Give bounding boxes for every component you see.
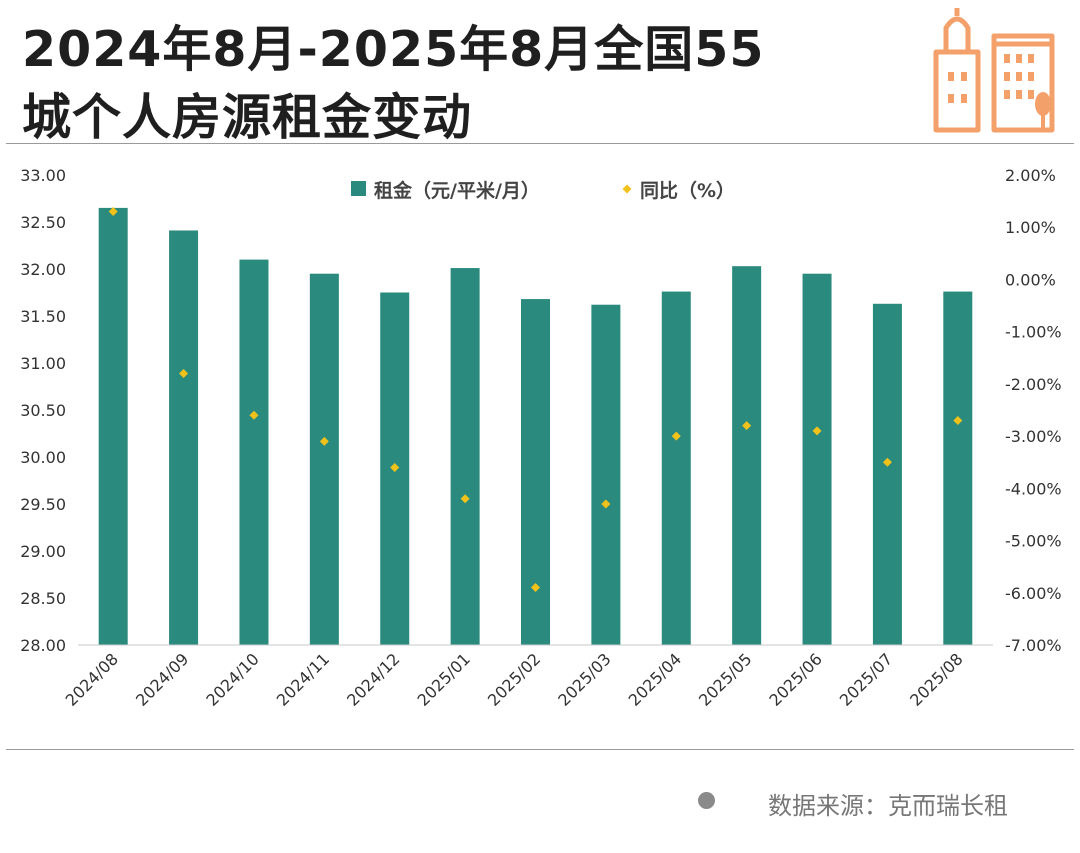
yoy-point (671, 431, 681, 441)
page-title-line1: 2024年8月-2025年8月全国55 (22, 21, 765, 78)
x-tick-label: 2024/09 (132, 649, 192, 709)
yoy-point (531, 583, 540, 593)
y-tick-label: 29.50 (20, 495, 66, 514)
y2-tick-label: -2.00% (1005, 375, 1062, 394)
y2-tick-label: 2.00% (1005, 166, 1056, 185)
data-source-note: 数据来源：克而瑞长租 (768, 792, 1008, 820)
yoy-point (601, 499, 611, 509)
x-tick-label: 2024/11 (273, 649, 333, 709)
rent-bar (309, 273, 339, 645)
x-tick-label: 2024/08 (62, 649, 122, 709)
x-tick-label: 2025/08 (906, 649, 966, 709)
y2-tick-label: -6.00% (1005, 584, 1062, 603)
y-tick-label: 30.50 (20, 401, 66, 420)
x-tick-label: 2024/12 (343, 649, 403, 709)
footer-divider (6, 749, 1074, 750)
y2-tick-label: -5.00% (1005, 532, 1062, 551)
rent-chart: 28.00 28.50 29.00 29.50 30.00 30.50 31.00 31.50… (20, 166, 1062, 710)
x-tick-label: 2025/06 (765, 649, 825, 709)
yoy-point (179, 368, 189, 378)
y-tick-label: 32.00 (20, 260, 66, 279)
bullet-dot-icon (698, 792, 715, 809)
yoy-point (460, 494, 470, 504)
yoy-point (390, 462, 400, 472)
rent-bar (872, 303, 902, 645)
y-tick-label: 28.50 (20, 589, 66, 608)
y-tick-label: 29.00 (20, 542, 66, 561)
yoy-point (108, 207, 118, 217)
x-tick-label: 2025/02 (484, 649, 544, 709)
y2-tick-label: -4.00% (1005, 479, 1062, 498)
rent-bar (661, 291, 691, 645)
rent-bar (943, 291, 973, 645)
y-tick-label: 31.00 (20, 354, 66, 373)
y2-tick-label: 0.00% (1005, 270, 1056, 289)
rent-bar (802, 273, 832, 645)
rent-bar (169, 230, 199, 645)
x-tick-label: 2025/07 (836, 649, 896, 709)
legend-label-yoy: 同比（%） (640, 179, 735, 202)
yoy-point (953, 415, 963, 425)
header-divider (6, 143, 1074, 144)
y2-tick-label: -7.00% (1005, 636, 1062, 655)
y-tick-label: 33.00 (20, 166, 66, 185)
legend-swatch-yoy (622, 184, 632, 194)
city-buildings-icon (933, 8, 1055, 133)
rent-bar (98, 207, 128, 645)
yoy-point (882, 457, 892, 467)
x-tick-label: 2025/04 (625, 649, 685, 709)
x-tick-label: 2025/03 (554, 649, 614, 709)
x-tick-label: 2025/05 (695, 649, 755, 709)
y-tick-label: 30.00 (20, 448, 66, 467)
y-tick-label: 32.50 (20, 213, 66, 232)
y2-tick-label: -3.00% (1005, 427, 1062, 446)
x-tick-label: 2024/10 (202, 649, 262, 709)
y-tick-label: 31.50 (20, 307, 66, 326)
yoy-point (249, 410, 259, 420)
x-tick-label: 2025/01 (414, 649, 474, 709)
yoy-point (812, 426, 822, 436)
yoy-point (742, 421, 752, 431)
y-tick-label: 28.00 (20, 636, 66, 655)
rent-bar (450, 268, 480, 645)
y2-tick-label: -1.00% (1005, 323, 1062, 342)
rent-bar (239, 259, 269, 645)
legend-label-rent: 租金（元/平米/月） (374, 179, 540, 202)
rent-bar (521, 299, 550, 645)
rent-bar (732, 266, 762, 645)
yoy-point (319, 436, 329, 446)
rent-bar (591, 304, 621, 645)
y2-tick-label: 1.00% (1005, 218, 1056, 237)
page-title-line2: 城个人房源租金变动 (22, 89, 473, 146)
legend-swatch-rent (351, 181, 366, 196)
